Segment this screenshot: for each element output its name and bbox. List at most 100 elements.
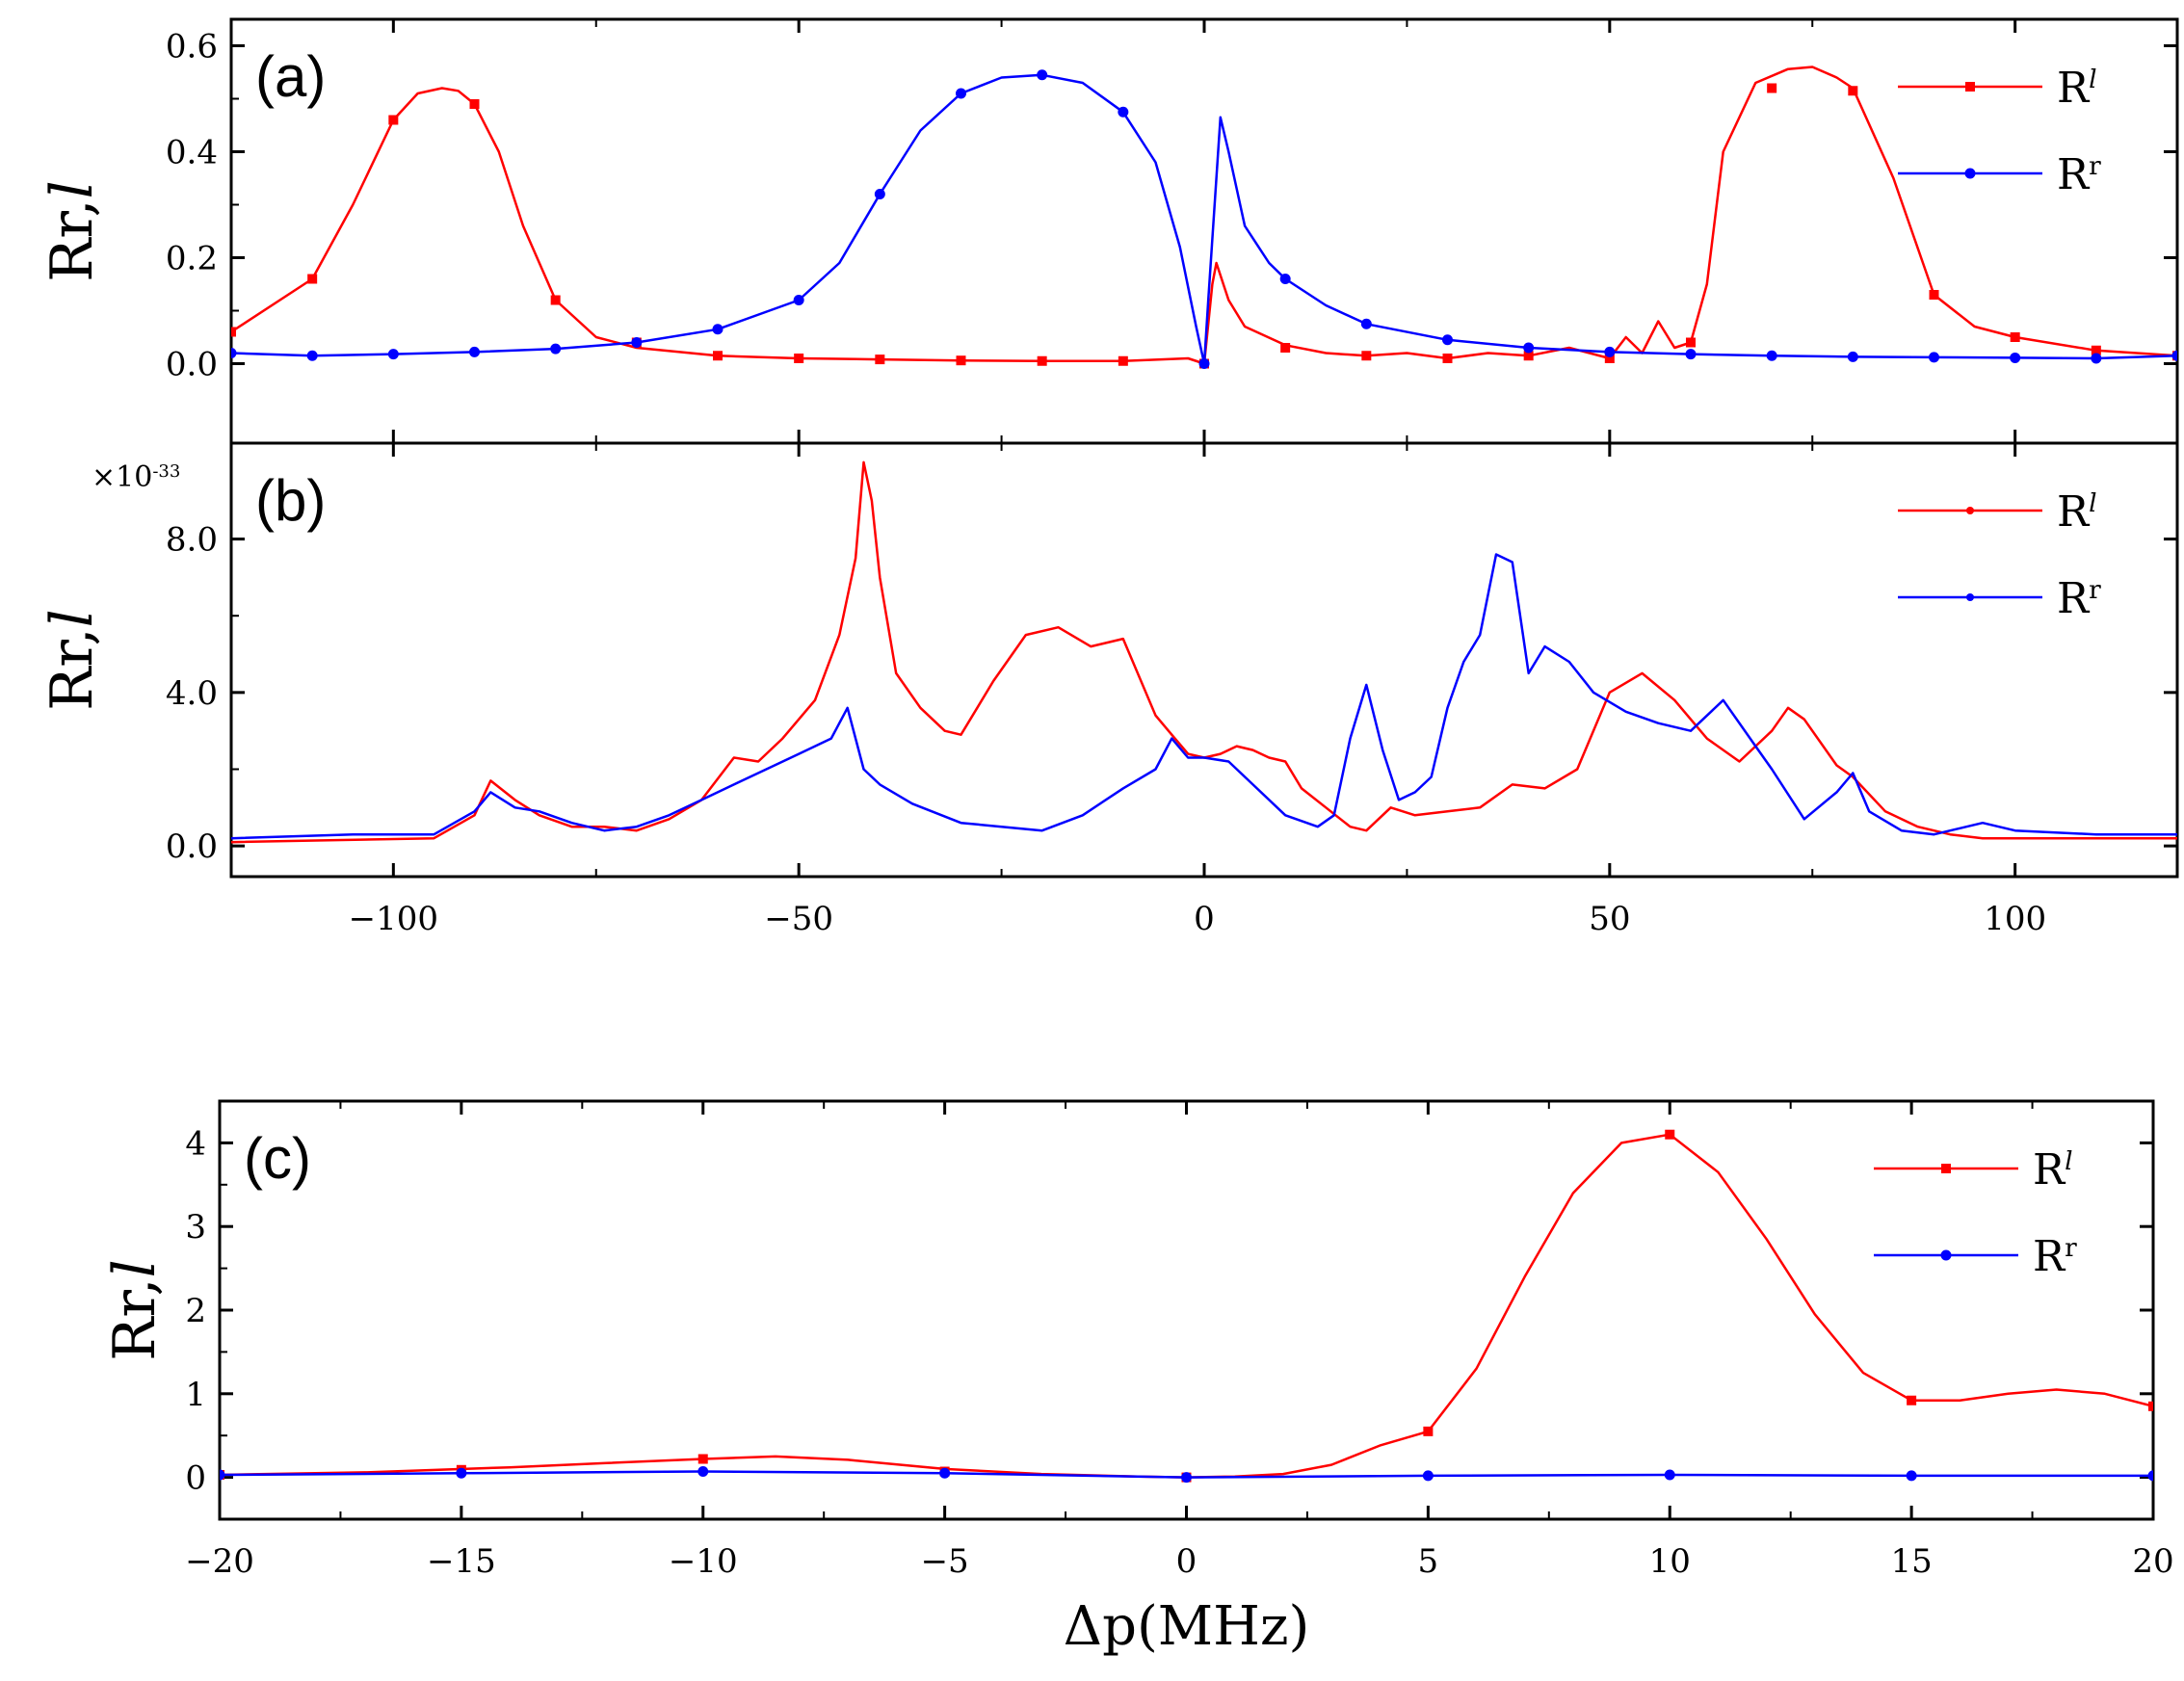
x-tick-label: −50: [764, 900, 833, 938]
data-point-square: [388, 115, 399, 125]
data-area: [220, 1129, 2153, 1484]
data-point-circle: [1929, 352, 1939, 363]
panel-label: (a): [255, 44, 326, 109]
data-point-circle: [1198, 358, 1210, 369]
data-point-square: [550, 295, 561, 305]
data-point-square: [1280, 343, 1291, 353]
y-tick-label: 0.4: [166, 134, 218, 172]
panel-a: 0.0 0.2 0.4 0.6 Rr,l (a) Rl Rr: [39, 17, 2179, 445]
x-tick-label: 0: [1194, 900, 1215, 938]
data-point-square: [1442, 354, 1453, 363]
x-axis-label: Δp(MHz): [1064, 1595, 1310, 1658]
y-tick-label: 0.6: [166, 28, 218, 66]
data-point-circle: [306, 350, 318, 361]
panel-label: (c): [244, 1126, 311, 1191]
y-tick-label: 4: [185, 1124, 206, 1163]
data-point-square: [2010, 332, 2020, 342]
data-point-circle: [1523, 342, 1535, 354]
legend-marker: [1941, 1164, 1951, 1173]
legend-marker: [1940, 1249, 1952, 1261]
legend: Rl Rr: [1898, 64, 2101, 199]
legend-marker: [1966, 507, 1974, 514]
plot-frame: [218, 1099, 2155, 1521]
data-point-circle: [2147, 1470, 2153, 1482]
data-point-circle: [793, 295, 804, 305]
data-point-square: [1929, 290, 1939, 300]
data-point-square: [1665, 1129, 1675, 1140]
data-point-circle: [2171, 350, 2177, 361]
data-point-square: [1604, 354, 1615, 363]
data-point-circle: [220, 1469, 225, 1481]
series-line-rl: [220, 1133, 2153, 1479]
data-point-circle: [2010, 352, 2021, 363]
legend-label: Rr: [2057, 574, 2101, 623]
data-point-circle: [1664, 1469, 1675, 1481]
x-tick-label: 20: [2132, 1542, 2173, 1581]
panel-c: 0 1 2 3 4 −20 −15 −10 −5 0 5 10 15 20 Rr,l Δp(MHz) (c) Rl…: [101, 1099, 2174, 1658]
x-tick-label: 15: [1890, 1542, 1932, 1581]
x-tick-label: 5: [1418, 1542, 1439, 1581]
data-point-square: [875, 355, 885, 365]
data-point-square: [713, 351, 723, 361]
y-multiplier: ×10-33: [92, 460, 180, 494]
y-tick-label: 2: [185, 1292, 206, 1330]
data-point-square: [1361, 351, 1372, 361]
panel-b: 0.0 4.0 8.0 −100 −50 0 50 100 Rr,l ×10-33 (b) Rl Rr: [39, 441, 2179, 938]
data-area: [231, 66, 2177, 369]
data-point-square: [1037, 355, 1047, 366]
y-tick-label: 8.0: [166, 521, 218, 560]
data-point-circle: [1360, 318, 1372, 329]
y-tick-label: 0.2: [166, 240, 218, 278]
x-tick-label: −5: [921, 1542, 969, 1581]
data-point-square: [697, 1454, 708, 1464]
data-point-circle: [1118, 106, 1129, 118]
data-point-square: [794, 354, 804, 363]
x-tick-label: −10: [669, 1542, 738, 1581]
data-point-circle: [1181, 1472, 1192, 1484]
data-point-square: [956, 355, 966, 366]
legend-marker: [1964, 168, 1976, 179]
legend-label: Rl: [2057, 64, 2097, 113]
legend-marker: [1965, 82, 1975, 92]
data-point-circle: [456, 1467, 467, 1479]
data-point-square: [1907, 1395, 1917, 1405]
data-point-square: [1767, 83, 1777, 93]
data-point-circle: [469, 346, 480, 357]
data-point-circle: [231, 348, 237, 358]
data-point-circle: [712, 324, 724, 335]
data-point-square: [231, 327, 236, 337]
x-tick-label: −15: [427, 1542, 496, 1581]
series-line-rr: [231, 553, 2177, 840]
series-line-rl: [231, 460, 2177, 844]
data-point-circle: [874, 189, 885, 199]
y-axis-label: Rr,l: [39, 609, 106, 711]
legend-label: Rr: [2033, 1232, 2077, 1281]
data-point-circle: [1766, 350, 1777, 361]
data-point-square: [307, 274, 318, 284]
legend-marker: [1966, 593, 1974, 601]
x-tick-label: −20: [185, 1542, 254, 1581]
x-tick-label: 100: [1984, 900, 2046, 938]
y-axis-label: Rr,l: [39, 180, 106, 282]
data-point-circle: [697, 1466, 709, 1478]
data-point-square: [1118, 355, 1128, 366]
data-point-circle: [1685, 349, 1697, 360]
data-point-square: [1423, 1426, 1434, 1436]
data-point-square: [2148, 1401, 2153, 1411]
data-point-circle: [1604, 346, 1616, 357]
y-axis-label: Rr,l: [101, 1259, 169, 1361]
data-point-circle: [956, 88, 966, 99]
data-point-circle: [1442, 334, 1453, 346]
x-tick-label: −100: [349, 900, 438, 938]
legend: Rl Rr: [1874, 1145, 2077, 1281]
series-line-rl: [231, 66, 2177, 365]
x-tick-label: 10: [1649, 1542, 1691, 1581]
y-tick-label: 4.0: [166, 674, 218, 713]
data-point-square: [469, 99, 480, 109]
y-tick-label: 0: [185, 1459, 206, 1498]
legend: Rl Rr: [1898, 487, 2101, 623]
y-tick-label: 0.0: [166, 346, 218, 384]
legend-label: Rl: [2033, 1145, 2073, 1195]
plot-frame: [229, 17, 2179, 445]
